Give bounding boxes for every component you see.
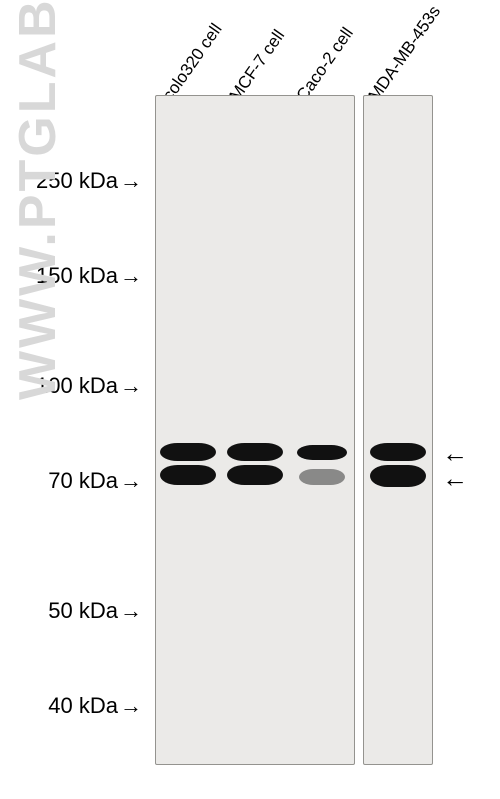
marker-label: 250 kDa→: [12, 168, 142, 194]
marker-label: 150 kDa→: [12, 263, 142, 289]
blot-band: [227, 443, 283, 461]
figure-container: WWW.PTGLAB.COM colo320 cell MCF-7 cell C…: [0, 0, 500, 799]
marker-text: 50 kDa: [48, 598, 118, 623]
marker-text: 70 kDa: [48, 468, 118, 493]
lane-label: MDA-MB-453s: [365, 2, 445, 105]
membrane-panel: [155, 95, 355, 765]
membrane-panel: [363, 95, 433, 765]
arrow-right-icon: →: [120, 373, 142, 399]
lane-label: colo320 cell: [159, 20, 227, 105]
blot-band: [227, 465, 283, 485]
watermark-text: WWW.PTGLAB.COM: [8, 0, 68, 400]
blot-area: [155, 95, 435, 765]
marker-text: 100 kDa: [36, 373, 118, 398]
marker-label: 50 kDa→: [12, 598, 142, 624]
arrow-right-icon: →: [120, 263, 142, 289]
arrow-right-icon: →: [120, 468, 142, 494]
blot-band: [370, 443, 426, 461]
arrow-right-icon: →: [120, 598, 142, 624]
blot-band: [370, 465, 426, 487]
blot-band: [297, 445, 347, 460]
lane-label: Caco-2 cell: [293, 24, 358, 105]
arrow-left-icon: ←: [442, 465, 468, 491]
blot-band: [160, 465, 216, 485]
arrow-right-icon: →: [120, 168, 142, 194]
marker-label: 40 kDa→: [12, 693, 142, 719]
marker-text: 150 kDa: [36, 263, 118, 288]
lane-label: MCF-7 cell: [226, 26, 290, 105]
marker-label: 70 kDa→: [12, 468, 142, 494]
marker-text: 250 kDa: [36, 168, 118, 193]
marker-text: 40 kDa: [48, 693, 118, 718]
blot-band: [299, 469, 345, 485]
blot-band: [160, 443, 216, 461]
arrow-right-icon: →: [120, 693, 142, 719]
marker-label: 100 kDa→: [12, 373, 142, 399]
